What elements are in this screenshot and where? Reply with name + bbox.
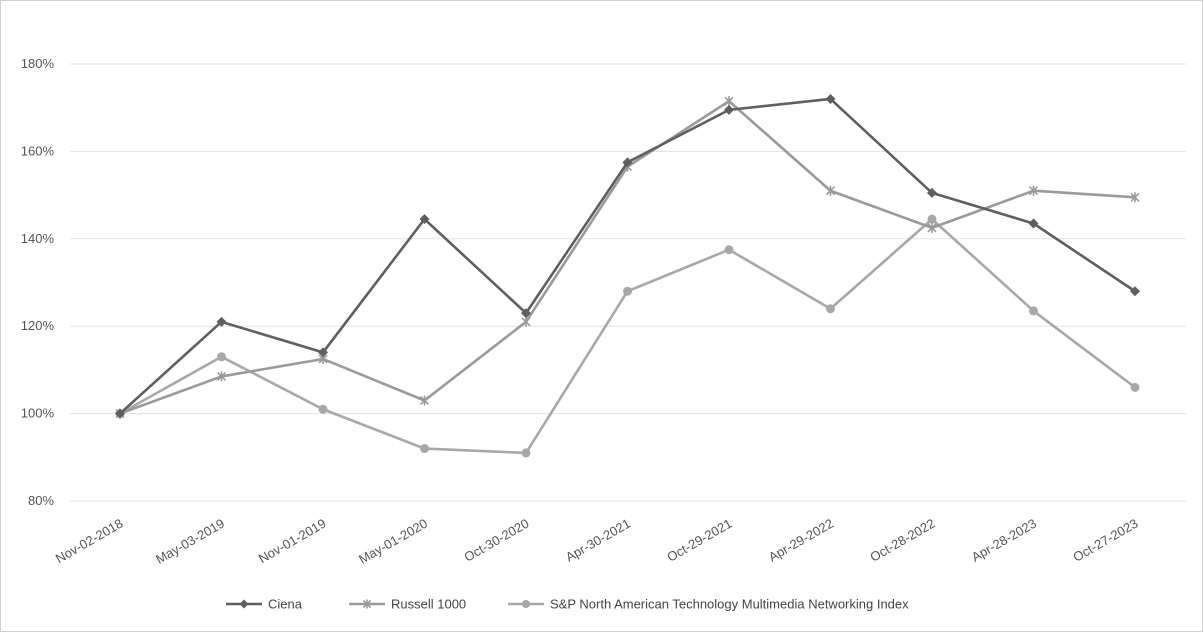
series-1 bbox=[115, 96, 1140, 419]
x-tick-label: Apr-30-2021 bbox=[563, 516, 633, 565]
data-point bbox=[521, 316, 531, 327]
data-point bbox=[1029, 306, 1038, 316]
y-tick-label: 160% bbox=[21, 143, 55, 158]
y-tick-label: 100% bbox=[21, 406, 55, 421]
data-point bbox=[1130, 382, 1140, 392]
legend-label: S&P North American Technology Multimedia… bbox=[550, 597, 909, 612]
data-point bbox=[927, 214, 937, 224]
series-line bbox=[119, 99, 1136, 415]
data-point bbox=[622, 157, 633, 168]
y-tick-label: 140% bbox=[21, 231, 55, 246]
data-point bbox=[115, 408, 125, 419]
data-point bbox=[521, 448, 531, 458]
data-point bbox=[217, 352, 226, 362]
legend-marker bbox=[522, 600, 530, 608]
legend-item: Ciena bbox=[226, 597, 303, 612]
data-point bbox=[825, 185, 836, 196]
data-point bbox=[623, 286, 632, 296]
x-tick-label: Apr-29-2022 bbox=[766, 516, 836, 565]
x-tick-label: Oct-27-2023 bbox=[1070, 516, 1140, 565]
x-tick-label: Oct-29-2021 bbox=[664, 516, 734, 565]
series-lines bbox=[115, 93, 1140, 458]
x-tick-label: Oct-30-2020 bbox=[461, 516, 531, 565]
x-tick-label: Nov-01-2019 bbox=[256, 516, 329, 567]
data-point bbox=[724, 104, 734, 115]
y-axis-ticks: 80% 100% 120% 140% 160% 180% bbox=[21, 56, 55, 508]
data-point bbox=[521, 308, 531, 319]
data-point bbox=[216, 371, 227, 382]
legend-item: Russell 1000 bbox=[349, 597, 466, 612]
data-point bbox=[318, 404, 328, 414]
data-point bbox=[1028, 185, 1039, 196]
data-point bbox=[724, 96, 734, 107]
y-tick-label: 80% bbox=[28, 493, 54, 508]
data-point bbox=[1028, 218, 1039, 229]
series-0 bbox=[115, 93, 1140, 419]
y-tick-label: 120% bbox=[21, 318, 55, 333]
y-tick-label: 180% bbox=[21, 56, 55, 71]
x-tick-label: Oct-28-2022 bbox=[867, 516, 937, 565]
data-point bbox=[419, 214, 430, 225]
data-point bbox=[724, 245, 734, 255]
x-tick-label: Apr-28-2023 bbox=[969, 516, 1039, 565]
x-axis-ticks: Nov-02-2018 May-03-2019 Nov-01-2019 May-01-… bbox=[53, 516, 1141, 567]
x-tick-label: May-03-2019 bbox=[153, 516, 227, 567]
data-point bbox=[826, 304, 835, 314]
data-point bbox=[927, 187, 937, 198]
series-2 bbox=[115, 214, 1140, 458]
data-point bbox=[419, 395, 430, 406]
legend-item: S&P North American Technology Multimedia… bbox=[508, 597, 909, 612]
legend: Ciena Russell 1000 S&P North American Tech… bbox=[226, 597, 909, 612]
data-point bbox=[825, 93, 836, 104]
legend-label: Russell 1000 bbox=[391, 597, 466, 612]
legend-label: Ciena bbox=[268, 597, 303, 612]
legend-marker bbox=[362, 599, 372, 609]
data-point bbox=[318, 347, 328, 358]
x-tick-label: Nov-02-2018 bbox=[53, 516, 126, 567]
data-point bbox=[216, 316, 227, 327]
grid-lines bbox=[70, 63, 1186, 502]
data-point bbox=[420, 444, 429, 454]
legend-marker bbox=[239, 599, 249, 609]
data-point bbox=[1130, 286, 1140, 297]
data-point bbox=[927, 222, 937, 233]
x-tick-label: May-01-2020 bbox=[356, 516, 430, 567]
data-point bbox=[1130, 192, 1140, 203]
